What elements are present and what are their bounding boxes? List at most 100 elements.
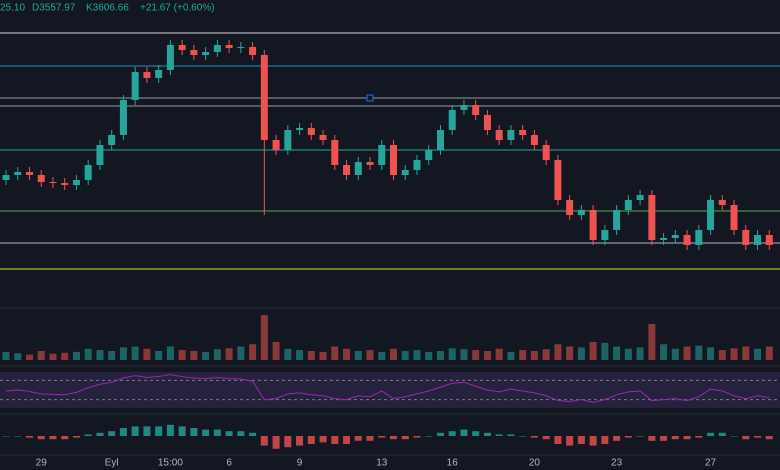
- macd-bar: [401, 436, 409, 440]
- volume-bar: [413, 350, 421, 360]
- candle-body: [695, 230, 703, 245]
- candle-body: [718, 200, 726, 205]
- header-value: D3557.97: [32, 3, 76, 14]
- x-tick-label: 20: [529, 458, 541, 469]
- volume-bar: [213, 349, 221, 360]
- macd-bar: [413, 436, 421, 438]
- volume-bar: [108, 351, 116, 360]
- candle-body: [307, 128, 315, 135]
- header-value: +21.67 (+0.60%): [140, 3, 215, 14]
- candle-body: [225, 45, 233, 48]
- macd-bar: [131, 426, 139, 436]
- macd-bar: [84, 434, 92, 436]
- macd-bar: [765, 436, 773, 440]
- candle-body: [96, 145, 104, 165]
- candle-body: [202, 52, 210, 55]
- candle-body: [589, 210, 597, 240]
- volume-bar: [730, 348, 738, 360]
- volume-bar: [636, 347, 644, 360]
- header-value: K3606.66: [86, 3, 129, 14]
- macd-bar: [601, 436, 609, 444]
- macd-bar: [49, 436, 57, 440]
- volume-bar: [660, 344, 668, 360]
- candle-body: [237, 47, 245, 48]
- volume-bar: [84, 348, 92, 360]
- volume-bar: [190, 351, 198, 360]
- volume-bar: [96, 350, 104, 360]
- candle-body: [730, 205, 738, 230]
- volume-bar: [742, 346, 750, 360]
- candle-body: [61, 183, 69, 185]
- macd-bar: [213, 429, 221, 436]
- candle-body: [72, 180, 80, 185]
- volume-bar: [671, 348, 679, 360]
- candle-body: [542, 145, 550, 160]
- candle-body: [49, 182, 57, 183]
- candle-body: [84, 165, 92, 180]
- candle-body: [624, 200, 632, 210]
- macd-bar: [624, 436, 632, 438]
- volume-bar: [166, 346, 174, 360]
- candle-body: [483, 115, 491, 130]
- candle-body: [14, 172, 22, 175]
- candle-body: [119, 100, 127, 135]
- macd-bar: [296, 436, 304, 446]
- macd-bar: [260, 436, 268, 446]
- volume-bar: [390, 348, 397, 360]
- volume-bar: [566, 346, 574, 360]
- candle-body: [272, 140, 280, 150]
- candle-body: [507, 130, 515, 140]
- candle-body: [742, 230, 750, 245]
- macd-bar: [671, 436, 679, 440]
- macd-bar: [660, 436, 668, 441]
- x-tick-label: 15:00: [158, 458, 183, 469]
- candle-body: [425, 150, 433, 160]
- macd-bar: [378, 436, 386, 438]
- candle-body: [519, 130, 527, 135]
- x-tick-label: 23: [611, 458, 623, 469]
- volume-bar: [530, 351, 538, 360]
- volume-bar: [695, 345, 703, 360]
- macd-bar: [448, 431, 456, 436]
- volume-bar: [343, 348, 351, 360]
- macd-bar: [754, 436, 762, 438]
- drawing-lines: [0, 32, 780, 270]
- volume-bar: [272, 342, 280, 360]
- volume-bar: [401, 351, 409, 360]
- macd-bar: [178, 426, 186, 436]
- macd-bar: [96, 432, 104, 436]
- candle-body: [25, 172, 33, 175]
- macd-bar: [730, 436, 738, 437]
- candle-body: [683, 235, 691, 245]
- candle-body: [37, 175, 45, 182]
- volume-bar: [249, 344, 257, 360]
- macd-bar: [72, 436, 80, 438]
- volume-bar: [119, 347, 127, 360]
- macd-bar: [284, 436, 292, 448]
- candle-body: [178, 45, 186, 50]
- candle-body: [190, 50, 198, 55]
- macd-bar: [495, 434, 503, 436]
- macd-bar: [742, 436, 750, 440]
- macd-bar: [354, 436, 362, 441]
- macd-bar: [566, 436, 574, 446]
- line-handle[interactable]: [366, 94, 374, 102]
- candle-body: [401, 170, 409, 175]
- x-tick-label: 29: [36, 458, 48, 469]
- candle-body: [260, 55, 268, 140]
- volume-bar: [72, 351, 80, 360]
- macd-bar: [366, 436, 374, 441]
- candle-body: [754, 235, 762, 245]
- candle-body: [530, 135, 538, 145]
- x-tick-label: 6: [226, 458, 232, 469]
- macd-bar: [472, 431, 480, 436]
- macd-bar: [390, 436, 397, 440]
- candle-body: [2, 175, 10, 180]
- macd-bar: [683, 436, 691, 440]
- volume-bar: [178, 350, 186, 360]
- macd-bar: [2, 436, 10, 437]
- candle-body: [108, 135, 116, 145]
- volume-bar: [577, 347, 585, 360]
- macd-bar: [249, 432, 257, 436]
